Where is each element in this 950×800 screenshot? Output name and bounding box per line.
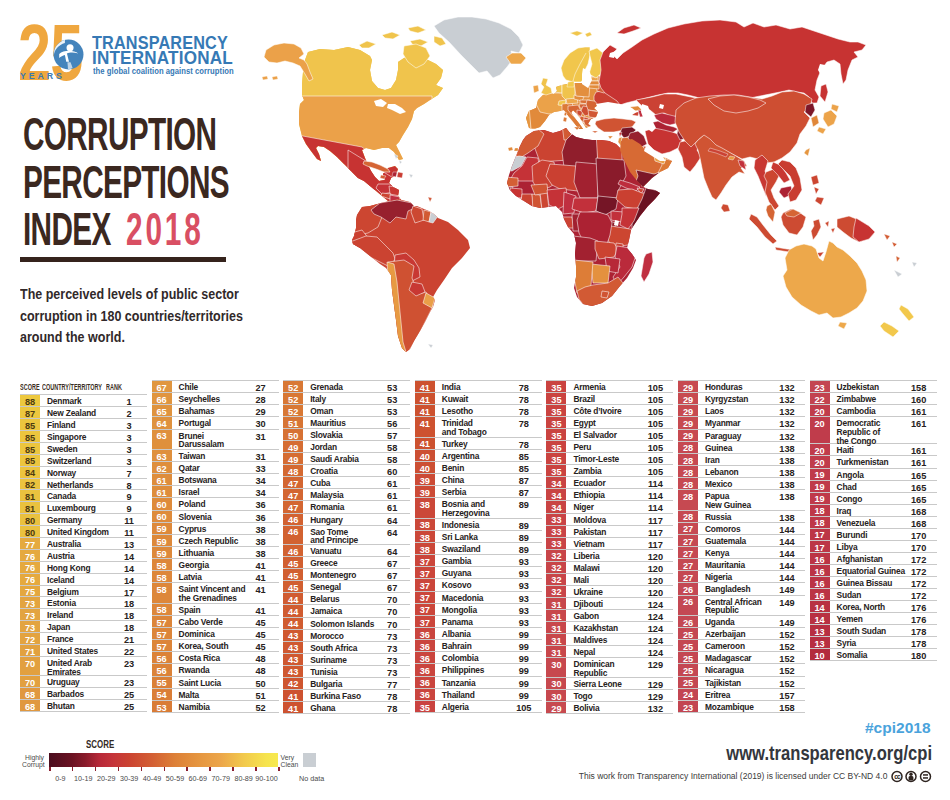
svg-text:cc: cc	[894, 773, 901, 780]
